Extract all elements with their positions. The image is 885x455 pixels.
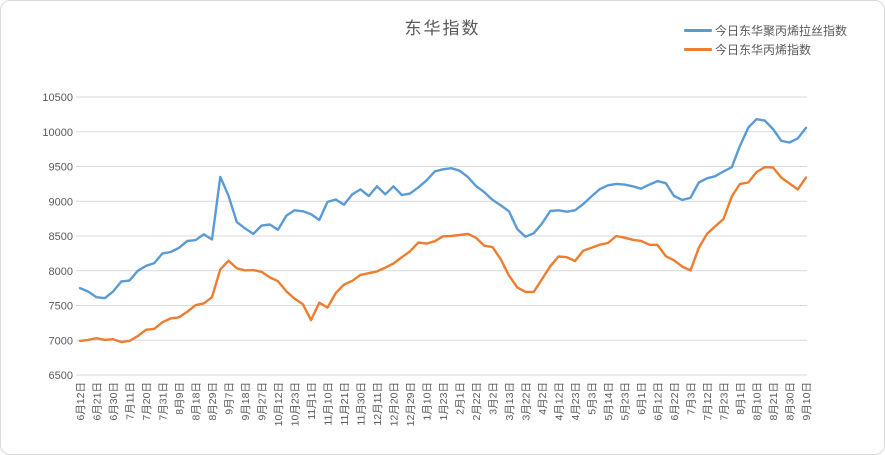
x-tick-label: 6月12日: [75, 382, 87, 421]
x-tick-label: 6月21日: [92, 382, 104, 421]
y-tick-label: 7500: [49, 301, 73, 313]
x-tick-label: 7月3日: [686, 382, 698, 415]
y-tick-label: 9500: [49, 162, 73, 174]
y-tick-label: 10000: [42, 127, 73, 139]
x-tick-label: 8月30日: [785, 382, 797, 421]
x-tick-label: 7月20日: [141, 382, 153, 421]
x-tick-label: 9月10日: [801, 382, 813, 421]
x-tick-label: 8月21日: [768, 382, 780, 421]
y-tick-label: 8500: [49, 231, 73, 243]
x-tick-label: 4月2日: [537, 382, 549, 415]
x-tick-label: 2月22日: [471, 382, 483, 421]
x-tick-label: 4月12日: [554, 382, 566, 421]
x-tick-label: 5月14日: [603, 382, 615, 421]
x-tick-label: 7月11日: [125, 382, 137, 420]
x-tick-label: 7月12日: [702, 382, 714, 421]
x-tick-label: 10月12日: [273, 382, 285, 426]
y-tick-label: 9000: [49, 196, 73, 208]
chart-legend: 今日东华聚丙烯拉丝指数 今日东华丙烯指数: [684, 21, 847, 59]
x-tick-label: 1月10日: [422, 382, 434, 421]
y-tick-label: 10500: [42, 92, 73, 104]
x-tick-label: 12月11日: [372, 382, 384, 426]
legend-label-propylene: 今日东华丙烯指数: [715, 43, 812, 57]
x-tick-label: 8月10日: [752, 382, 764, 421]
legend-line-swatch-orange: [684, 48, 712, 51]
legend-item-propylene: 今日东华丙烯指数: [684, 40, 847, 59]
x-tick-label: 1月23日: [438, 382, 450, 421]
x-tick-label: 7月23日: [719, 382, 731, 421]
x-tick-label: 11月10日: [323, 382, 335, 426]
x-tick-label: 11月30日: [356, 382, 368, 426]
x-tick-label: 5月3日: [587, 382, 599, 415]
y-tick-label: 6500: [49, 370, 73, 382]
series-line-pp-drawing-index: [78, 117, 808, 300]
x-tick-label: 9月18日: [240, 382, 252, 421]
x-tick-label: 7月31日: [158, 382, 170, 421]
x-tick-label: 3月13日: [504, 382, 516, 421]
x-tick-label: 8月1日: [735, 382, 747, 415]
x-tick-label: 9月27日: [257, 382, 269, 421]
x-tick-label: 2月1日: [455, 382, 467, 415]
x-tick-label: 6月30日: [108, 382, 120, 421]
x-tick-label: 6月12日: [653, 382, 665, 421]
x-tick-label: 8月9日: [174, 382, 186, 415]
x-tick-label: 11月1日: [306, 382, 318, 420]
legend-item-pp-drawing: 今日东华聚丙烯拉丝指数: [684, 21, 847, 40]
series-line-propylene-index: [78, 165, 808, 344]
x-tick-label: 8月29日: [207, 382, 219, 421]
x-tick-label: 11月21日: [339, 382, 351, 426]
legend-label-pp-drawing: 今日东华聚丙烯拉丝指数: [715, 24, 848, 38]
x-tick-label: 10月23日: [290, 382, 302, 426]
y-tick-label: 8000: [49, 266, 73, 278]
x-tick-label: 9月7日: [224, 382, 236, 415]
x-tick-label: 3月2日: [488, 382, 500, 415]
chart-title: 东华指数: [404, 19, 481, 38]
x-tick-label: 12月20日: [389, 382, 401, 426]
x-tick-label: 6月1日: [636, 382, 648, 415]
y-tick-label: 7000: [49, 335, 73, 347]
x-tick-label: 8月18日: [191, 382, 203, 421]
legend-line-swatch-blue: [684, 29, 712, 32]
x-tick-label: 4月23日: [570, 382, 582, 421]
x-tick-label: 6月22日: [669, 382, 681, 421]
x-tick-label: 5月23日: [620, 382, 632, 421]
x-tick-label: 3月22日: [521, 382, 533, 421]
x-tick-label: 12月29日: [405, 382, 417, 426]
